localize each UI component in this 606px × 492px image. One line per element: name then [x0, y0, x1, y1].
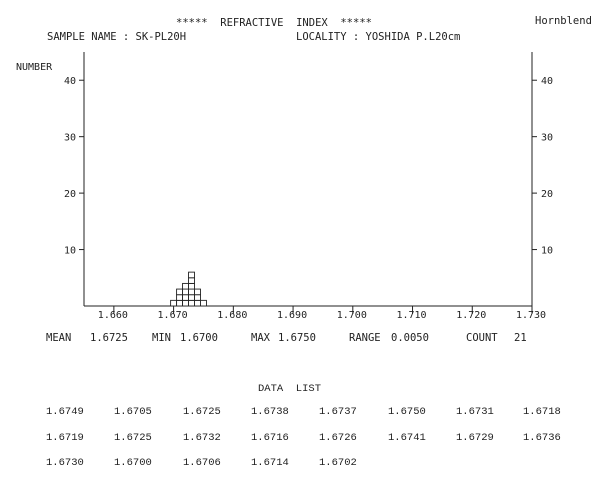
histogram-bar-cell [188, 294, 195, 301]
y-tick-label-right: 10 [541, 246, 553, 257]
histogram-bar-cell [188, 288, 195, 296]
histogram-bar-cell [200, 299, 207, 307]
data-list-value: 1.6726 [319, 432, 357, 444]
data-list-value: 1.6736 [523, 432, 561, 444]
histogram-bar-cell [176, 294, 184, 301]
x-tick-label: 1.730 [516, 310, 546, 321]
x-tick-label: 1.690 [277, 310, 307, 321]
y-tick-label-right: 20 [541, 189, 553, 200]
histogram-bar-cell [182, 282, 189, 290]
max-value: 1.6750 [278, 332, 316, 344]
x-tick-label: 1.670 [158, 310, 188, 321]
range-value: 0.0050 [391, 332, 429, 344]
data-list-value: 1.6737 [319, 406, 357, 418]
y-axis-label: NUMBER [16, 62, 53, 73]
histogram-bar-cell [176, 299, 184, 307]
data-list-value: 1.6738 [251, 406, 289, 418]
data-list-value: 1.6741 [388, 432, 426, 444]
min-label: MIN [152, 332, 171, 344]
x-tick-label: 1.660 [98, 310, 128, 321]
range-label: RANGE [349, 332, 381, 344]
y-tick-label-left: 10 [64, 246, 76, 257]
data-list-value: 1.6706 [183, 457, 221, 469]
data-list-value: 1.6730 [46, 457, 84, 469]
mineral-name: Hornblend [535, 15, 592, 27]
data-list-value: 1.6718 [523, 406, 561, 418]
histogram-bar-cell [194, 299, 201, 307]
data-list-value: 1.6732 [183, 432, 221, 444]
data-list-value: 1.6750 [388, 406, 426, 418]
sample-name: SAMPLE NAME : SK-PL20H [47, 31, 187, 43]
data-list-value: 1.6702 [319, 457, 357, 469]
locality: LOCALITY : YOSHIDA P.L20cm [296, 31, 461, 43]
histogram-bar-cell [170, 299, 178, 307]
y-tick-label-right: 40 [541, 76, 553, 87]
histogram-chart: 10 10 20 20 30 30 40 40 1.660 1.670 1.680 1.690 1.70… [64, 52, 553, 321]
y-tick-label-left: 20 [64, 189, 76, 200]
histogram-bar-cell [194, 288, 201, 296]
mean-label: MEAN [46, 332, 72, 344]
histogram-bar-cell [182, 299, 189, 307]
chart-title: ***** REFRACTIVE INDEX ***** [176, 17, 372, 29]
data-list-title: DATA LIST [258, 383, 322, 395]
count-value: 21 [514, 332, 527, 344]
y-tick-label-left: 40 [64, 76, 76, 87]
x-tick-label: 1.720 [456, 310, 486, 321]
x-tick-label: 1.680 [217, 310, 247, 321]
min-value: 1.6700 [180, 332, 218, 344]
histogram-bar-cell [188, 271, 195, 279]
y-tick-label-right: 30 [541, 133, 553, 144]
y-tick-label-left: 30 [64, 133, 76, 144]
data-list-value: 1.6749 [46, 406, 84, 418]
data-list-value: 1.6716 [251, 432, 289, 444]
histogram-bar-cell [188, 299, 195, 307]
histogram-bar-cell [188, 282, 195, 290]
data-list-value: 1.6714 [251, 457, 289, 469]
histogram-bar-cell [182, 294, 189, 301]
histogram-bar-cell [188, 277, 195, 284]
data-list-value: 1.6729 [456, 432, 494, 444]
max-label: MAX [251, 332, 270, 344]
histogram-bar-cell [182, 288, 189, 296]
count-label: COUNT [466, 332, 498, 344]
data-list-value: 1.6725 [183, 406, 221, 418]
mean-value: 1.6725 [90, 332, 128, 344]
data-list-value: 1.6705 [114, 406, 152, 418]
data-list-value: 1.6700 [114, 457, 152, 469]
x-tick-label: 1.700 [337, 310, 367, 321]
data-list-value: 1.6731 [456, 406, 494, 418]
data-list-value: 1.6719 [46, 432, 84, 444]
x-tick-label: 1.710 [396, 310, 426, 321]
histogram-bar-cell [176, 288, 184, 296]
histogram-bar-cell [194, 294, 201, 301]
data-list-value: 1.6725 [114, 432, 152, 444]
